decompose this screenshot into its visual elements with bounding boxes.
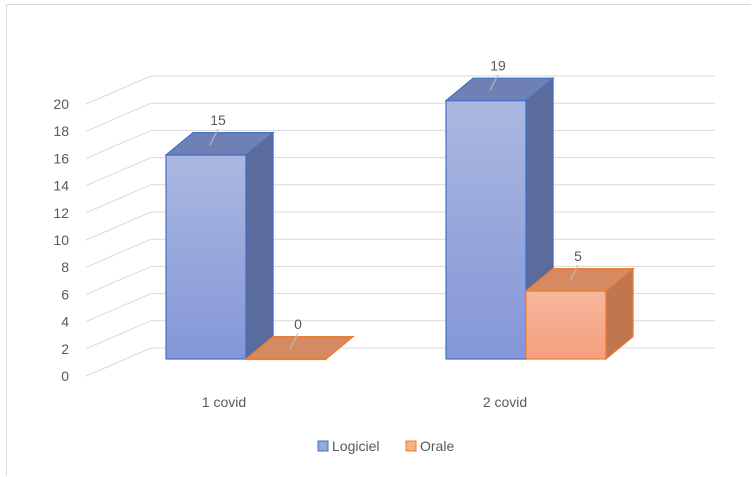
chart-frame	[6, 4, 751, 476]
data-label-leader	[569, 264, 579, 282]
legend-label-orale: Orale	[420, 438, 454, 454]
bars	[164, 76, 635, 361]
gridline-diagonal	[85, 238, 152, 268]
bar-top-orale-1	[524, 268, 635, 292]
data-labels: 15 0 19 5	[209, 58, 582, 350]
data-label: 0	[294, 316, 302, 332]
bar-top-orale-0	[244, 336, 355, 360]
y-tick-label: 18	[53, 123, 69, 139]
bar-top-logiciel-0	[164, 132, 275, 156]
data-label: 19	[490, 58, 506, 74]
legend: Logiciel Orale	[317, 438, 454, 454]
x-axis-categories: 1 covid 2 covid	[202, 394, 527, 410]
gridline-diagonal	[85, 265, 152, 295]
data-label-leader	[289, 332, 299, 350]
gridline-diagonal	[85, 347, 152, 377]
data-label-leader	[209, 128, 219, 146]
y-tick-label: 12	[53, 205, 69, 221]
y-tick-label: 14	[53, 178, 69, 194]
y-tick-label: 16	[53, 150, 69, 166]
legend-label-logiciel: Logiciel	[332, 438, 379, 454]
data-label: 15	[210, 112, 226, 128]
gridline-diagonal	[85, 75, 152, 105]
gridline-diagonal	[85, 293, 152, 323]
bar-orale-1	[525, 290, 607, 360]
y-tick-label: 8	[61, 259, 69, 275]
y-tick-label: 10	[53, 232, 69, 248]
legend-swatch-logiciel	[317, 440, 329, 452]
bar-logiciel-1	[445, 99, 527, 360]
y-axis-ticks: 0 2 4 6 8 10 12 14 16 18 20	[53, 96, 69, 384]
gridline-diagonal	[85, 184, 152, 214]
y-tick-label: 20	[53, 96, 69, 112]
legend-swatch-orale	[405, 440, 417, 452]
y-tick-label: 4	[61, 314, 69, 330]
data-label: 5	[574, 248, 582, 264]
gridline-diagonal	[85, 129, 152, 159]
bar-top-logiciel-1	[444, 77, 555, 102]
y-tick-label: 0	[61, 368, 69, 384]
y-tick-label: 2	[61, 341, 69, 357]
x-category-label: 1 covid	[202, 394, 246, 410]
data-label-leader	[489, 74, 499, 91]
y-tick-label: 6	[61, 286, 69, 302]
gridline-diagonal	[85, 157, 152, 187]
bar-side-logiciel-0	[245, 131, 274, 361]
gridline-diagonal	[85, 102, 152, 132]
bar-logiciel-0	[165, 154, 247, 360]
gridline-diagonal	[85, 211, 152, 241]
x-category-label: 2 covid	[483, 394, 527, 410]
gridline-diagonal	[85, 320, 152, 350]
